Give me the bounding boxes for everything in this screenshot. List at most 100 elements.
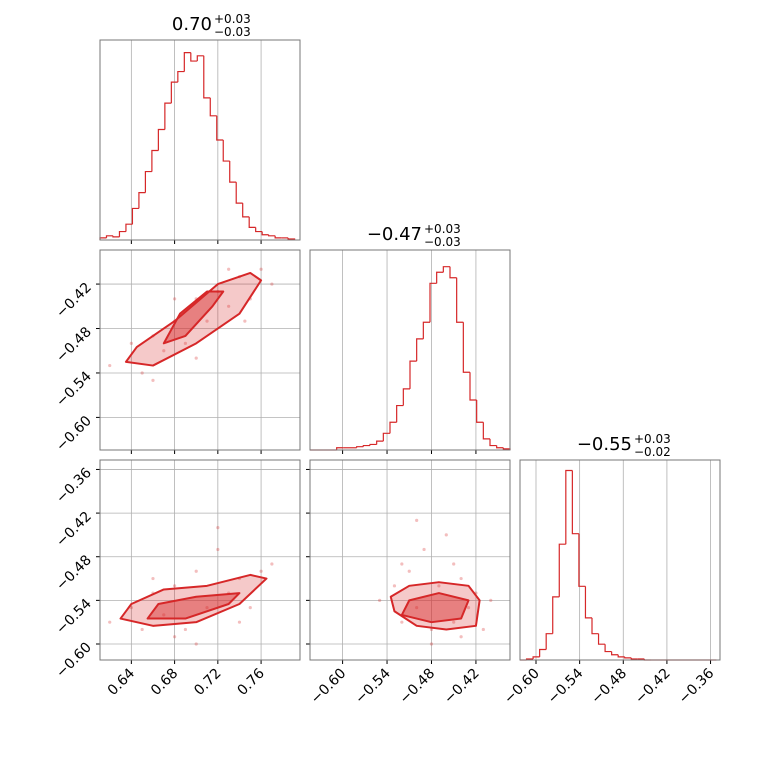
y-tick-label: −0.48 [53, 552, 95, 594]
sample-point [237, 620, 242, 624]
histogram-step [476, 400, 484, 423]
sample-point [108, 363, 112, 368]
sample-point [452, 562, 456, 566]
panel-frame [309, 249, 511, 451]
histogram-step [396, 404, 404, 423]
sample-point [459, 635, 463, 639]
sample-point [216, 526, 220, 530]
sample-point [243, 319, 247, 323]
sample-point [422, 547, 426, 552]
y-tick-label: −0.48 [53, 324, 95, 366]
sample-point [400, 562, 404, 566]
sample-point [162, 613, 166, 617]
title-lower: −0.03 [424, 235, 461, 249]
title-upper: +0.03 [214, 12, 251, 26]
sample-point [407, 569, 411, 573]
histogram-step [261, 231, 269, 236]
histogram-step [409, 360, 417, 389]
histogram-step [138, 192, 146, 209]
histogram-step [416, 338, 424, 362]
histogram-step [558, 543, 566, 597]
sample-point [151, 378, 155, 382]
histogram-step [489, 438, 497, 447]
sample-point [459, 576, 463, 581]
x-tick-label: −0.48 [588, 666, 630, 708]
histogram-step [422, 321, 430, 339]
panel-frame [309, 459, 511, 661]
sample-point [140, 371, 144, 375]
contour [162, 290, 225, 345]
sample-point [129, 606, 133, 610]
title-lower: −0.03 [214, 25, 251, 39]
sample-point [259, 569, 263, 573]
histogram-step [597, 633, 606, 645]
histogram-step [190, 52, 198, 62]
histogram-step [183, 52, 191, 72]
histogram-step [356, 446, 364, 448]
x-tick-label: 0.68 [148, 666, 181, 699]
histogram-step [144, 170, 152, 193]
sample-point [172, 584, 177, 588]
sample-point [194, 569, 198, 573]
sample-point [466, 606, 471, 610]
histogram-step [336, 447, 344, 450]
sample-point [172, 635, 177, 639]
histogram-step [105, 235, 113, 238]
sample-point [227, 267, 231, 271]
sample-point [489, 598, 493, 602]
histogram-step [112, 235, 120, 238]
sample-point [437, 584, 441, 588]
panel-frame [99, 459, 301, 661]
x-tick-label: −0.48 [397, 666, 439, 708]
histogram-step [170, 81, 178, 104]
sample-point [183, 341, 188, 345]
title: −0.47 [367, 224, 422, 245]
histogram-step [449, 266, 457, 279]
y-tick-label: −0.54 [53, 596, 95, 638]
y-tick-label: −0.54 [53, 368, 95, 410]
histogram-step [274, 235, 282, 239]
histogram-step [469, 372, 477, 401]
sample-point [400, 620, 404, 624]
panel-frame [99, 39, 301, 241]
sample-point [129, 341, 133, 345]
x-tick-label: 0.72 [191, 666, 224, 699]
x-tick-label: −0.54 [352, 665, 394, 707]
histogram-step [539, 648, 547, 657]
histogram-step [362, 444, 370, 447]
title-upper: +0.03 [634, 432, 671, 446]
sample-point [270, 282, 274, 286]
sample-point [429, 642, 434, 646]
sample-point [108, 620, 112, 624]
sample-point [444, 533, 448, 537]
sample-point [216, 547, 220, 552]
y-tick-label: −0.36 [53, 465, 95, 507]
sample-point [415, 606, 419, 610]
sample-point [481, 627, 485, 632]
x-tick-label: −0.36 [676, 665, 718, 707]
title: 0.70 [172, 14, 212, 35]
histogram-step [242, 203, 250, 218]
histogram-step [118, 230, 126, 237]
histogram-step [532, 656, 540, 659]
histogram-step [456, 277, 464, 323]
histogram-step [216, 115, 224, 141]
histogram-step [436, 271, 444, 284]
histogram-step [584, 586, 592, 619]
contour [119, 573, 268, 627]
x-tick-label: −0.54 [545, 665, 587, 707]
contour [124, 271, 263, 367]
histogram-step [222, 140, 230, 162]
sample-point [205, 606, 209, 610]
sample-point [259, 267, 263, 271]
sample-point [151, 576, 155, 581]
histogram-step [604, 644, 612, 653]
x-tick-label: 0.76 [235, 665, 268, 698]
sample-point [378, 598, 382, 602]
histogram-step [268, 234, 276, 237]
histogram-step [571, 470, 579, 535]
sample-point [415, 518, 419, 522]
x-tick-label: −0.42 [632, 666, 674, 708]
histogram-step [552, 596, 560, 634]
histogram-step [591, 617, 599, 635]
